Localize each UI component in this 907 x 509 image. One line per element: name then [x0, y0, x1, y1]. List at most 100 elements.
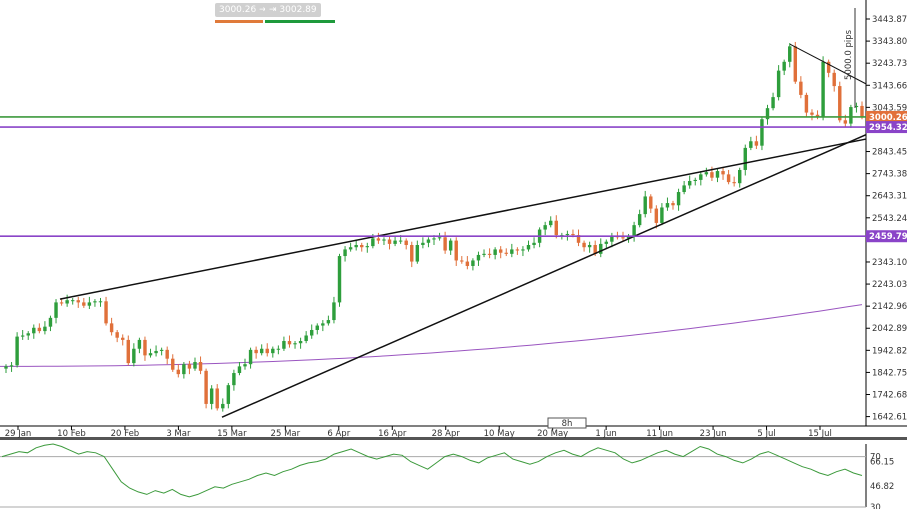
candle-body	[826, 61, 831, 73]
candle-body	[587, 245, 592, 248]
price-tick-label: 1642.61	[872, 413, 907, 423]
candle-body	[710, 172, 714, 178]
time-tick-label: 20 May	[537, 429, 568, 439]
candle-body	[515, 249, 520, 251]
time-tick-label: 15 Jul	[808, 429, 832, 439]
candle-body	[59, 302, 64, 304]
candle-body	[482, 253, 486, 255]
candle-body	[799, 81, 803, 95]
candle-body	[265, 348, 269, 354]
candle-body	[660, 207, 664, 223]
candle-body	[332, 302, 336, 321]
candle-body	[15, 336, 19, 366]
candle-body	[243, 364, 247, 367]
price-tag-label: 2954.32	[869, 123, 907, 133]
candle-body	[610, 236, 614, 242]
timeframe-label: 8h	[562, 419, 573, 429]
candle-body	[693, 179, 697, 181]
candle-body	[554, 220, 558, 236]
candle-body	[54, 302, 58, 318]
candle-body	[226, 385, 231, 404]
candle-body	[476, 254, 481, 261]
bid-price: 3000.26	[219, 5, 257, 15]
candle-body	[398, 240, 403, 242]
candle-body	[565, 233, 570, 236]
candle-body	[604, 241, 609, 244]
price-tick-label: 2743.38	[872, 170, 907, 180]
trend-line	[59, 138, 867, 300]
candle-body	[726, 174, 731, 183]
price-tag	[866, 110, 907, 123]
candle-body	[37, 327, 42, 332]
time-tick-label: 29 Jan	[5, 429, 32, 439]
rsi-level-label: 66.15	[870, 457, 894, 467]
candle-body	[237, 366, 242, 374]
price-tick-label: 2343.10	[872, 258, 907, 268]
candle-body	[665, 203, 670, 208]
candle-body	[315, 325, 319, 330]
candle-body	[593, 245, 597, 254]
price-tick-label: 1842.75	[872, 368, 907, 378]
candle-body	[732, 182, 736, 184]
ask-price-box[interactable]: ⇥ 3002.89	[265, 3, 321, 17]
time-tick-label: 25 Mar	[271, 429, 301, 439]
candle-body	[687, 180, 692, 186]
candle-body	[860, 105, 864, 117]
candle-body	[20, 335, 25, 337]
moving-average-line	[0, 304, 863, 367]
candle-body	[487, 253, 492, 255]
candle-body	[82, 302, 86, 306]
candle-body	[132, 348, 136, 364]
candle-body	[471, 260, 475, 266]
candle-body	[632, 225, 636, 237]
candle-body	[765, 108, 770, 120]
candle-body	[293, 343, 297, 345]
bid-color-bar	[215, 20, 263, 23]
candle-body	[738, 169, 742, 184]
candle-body	[159, 349, 164, 351]
price-tick-label: 2643.31	[872, 192, 907, 202]
candle-body	[754, 141, 759, 146]
price-tick-label: 2042.89	[872, 324, 907, 334]
candle-body	[448, 240, 453, 251]
price-tick-label: 1942.82	[872, 346, 907, 356]
candle-body	[4, 366, 8, 369]
candle-body	[298, 341, 303, 344]
candle-body	[104, 301, 108, 324]
candle-body	[432, 238, 436, 240]
candle-body	[70, 300, 75, 302]
candle-body	[549, 220, 553, 226]
candle-body	[843, 120, 848, 124]
candle-body	[93, 301, 97, 303]
candle-body	[715, 171, 720, 178]
candle-body	[282, 341, 286, 349]
candle-body	[421, 242, 425, 246]
price-tick-label: 2543.24	[872, 214, 907, 224]
candle-body	[9, 365, 14, 367]
candle-body	[654, 208, 659, 223]
candle-body	[115, 332, 119, 338]
ask-arrow-icon: ⇥	[269, 5, 277, 15]
candle-body	[854, 105, 859, 108]
time-tick-label: 11 Jun	[646, 429, 673, 439]
price-tick-label: 2142.96	[872, 302, 907, 312]
candle-body	[360, 245, 364, 248]
candle-body	[171, 358, 175, 370]
time-tick-label: 20 Feb	[111, 429, 140, 439]
candle-body	[849, 107, 853, 124]
ask-color-bar	[265, 20, 335, 23]
candle-body	[348, 247, 353, 250]
trend-line	[221, 133, 867, 418]
candle-body	[154, 350, 158, 354]
candle-body	[32, 327, 36, 334]
candle-body	[198, 361, 203, 371]
candle-body	[637, 214, 642, 226]
candle-body	[815, 114, 820, 117]
candle-body	[182, 364, 186, 375]
price-tag-label: 3000.26	[869, 113, 907, 123]
candle-body	[337, 256, 342, 303]
candle-body	[248, 349, 253, 365]
candle-body	[393, 240, 397, 244]
bid-price-box[interactable]: 3000.26 ⇥	[215, 3, 271, 17]
